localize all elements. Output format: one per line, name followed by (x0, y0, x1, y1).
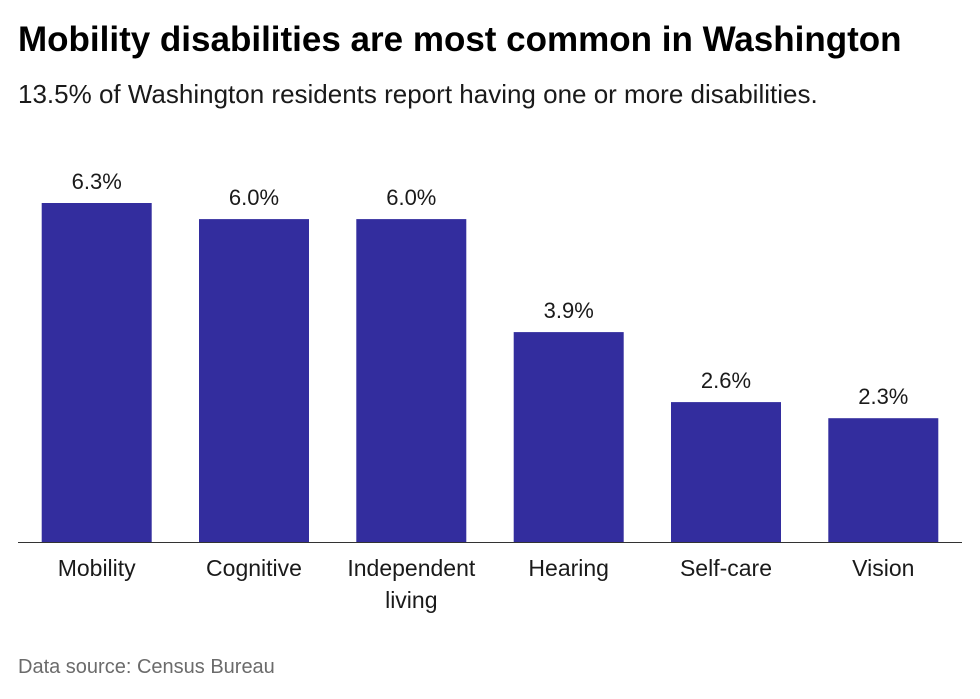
bars-group (41, 203, 939, 542)
bar-value-label: 3.9% (544, 298, 594, 323)
category-label: Cognitive (206, 555, 302, 581)
bar-mobility (41, 203, 152, 542)
category-label: Mobility (58, 555, 136, 581)
data-source-note: Data source: Census Bureau (18, 656, 275, 678)
category-label: Hearing (528, 555, 609, 581)
bar-self-care (671, 402, 781, 542)
bar-value-label: 2.6% (701, 368, 751, 393)
bar-value-label: 6.0% (229, 185, 279, 210)
category-labels-group: Mobility Cognitive Independent living Hearin… (58, 555, 915, 613)
category-label: Independent living (347, 555, 476, 613)
category-label: Vision (852, 555, 914, 581)
chart-title: Mobility disabilities are most common in… (18, 20, 902, 59)
chart-subtitle: 13.5% of Washington residents report hav… (18, 79, 818, 109)
bar-hearing (513, 332, 624, 542)
bar-independent-living (356, 219, 467, 542)
value-labels-group: 6.3% 6.0% 6.0% 3.9% 2.6% 2.3% (72, 169, 909, 409)
category-label: Self-care (680, 555, 772, 581)
bar-cognitive (199, 219, 309, 542)
bar-vision (828, 418, 939, 542)
bar-value-label: 6.3% (72, 169, 122, 194)
bar-value-label: 6.0% (386, 185, 436, 210)
bar-value-label: 2.3% (858, 384, 908, 409)
